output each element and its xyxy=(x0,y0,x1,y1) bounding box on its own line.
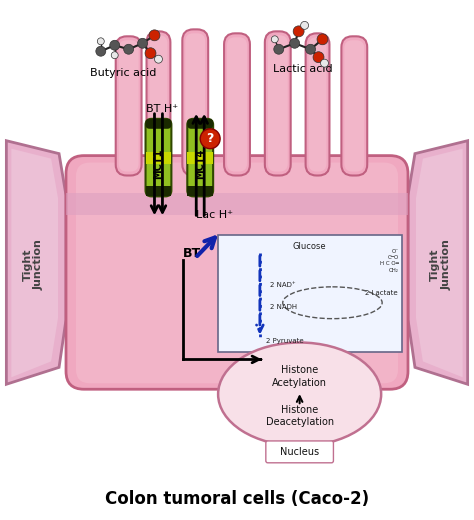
FancyBboxPatch shape xyxy=(149,35,167,172)
Text: BT: BT xyxy=(183,246,201,259)
FancyBboxPatch shape xyxy=(268,35,288,172)
Bar xyxy=(187,152,213,164)
FancyBboxPatch shape xyxy=(146,119,172,129)
Circle shape xyxy=(149,30,160,41)
FancyBboxPatch shape xyxy=(146,31,170,175)
Text: Colon tumoral cells (Caco-2): Colon tumoral cells (Caco-2) xyxy=(105,490,369,508)
Polygon shape xyxy=(11,149,58,378)
Circle shape xyxy=(274,44,284,54)
FancyBboxPatch shape xyxy=(306,33,329,175)
FancyBboxPatch shape xyxy=(224,33,250,175)
Text: BT H⁺: BT H⁺ xyxy=(146,104,179,114)
FancyBboxPatch shape xyxy=(187,119,213,197)
Text: Butyric acid: Butyric acid xyxy=(91,68,157,78)
Circle shape xyxy=(306,44,316,54)
Text: MCT1: MCT1 xyxy=(154,148,164,179)
Text: Histone
Deacetylation: Histone Deacetylation xyxy=(265,405,334,427)
FancyBboxPatch shape xyxy=(345,40,364,172)
Polygon shape xyxy=(6,141,66,384)
FancyBboxPatch shape xyxy=(116,36,142,175)
Text: Lac H⁺: Lac H⁺ xyxy=(196,210,233,220)
Text: 2 NADH: 2 NADH xyxy=(270,304,297,310)
Bar xyxy=(187,187,213,197)
Text: O⁻
C─O
H C O═
CH₂: O⁻ C─O H C O═ CH₂ xyxy=(380,249,399,272)
Text: 2 Pyruvate: 2 Pyruvate xyxy=(266,337,303,344)
FancyBboxPatch shape xyxy=(118,40,138,172)
FancyBboxPatch shape xyxy=(341,36,367,175)
Circle shape xyxy=(97,38,104,45)
Text: Lactic acid: Lactic acid xyxy=(273,64,332,74)
Circle shape xyxy=(155,55,163,63)
Circle shape xyxy=(301,21,309,29)
Polygon shape xyxy=(416,149,463,378)
FancyBboxPatch shape xyxy=(76,163,398,383)
Bar xyxy=(66,193,408,215)
FancyBboxPatch shape xyxy=(265,31,291,175)
FancyBboxPatch shape xyxy=(266,441,333,463)
Text: 2 Lactate: 2 Lactate xyxy=(365,290,398,296)
Circle shape xyxy=(110,40,120,50)
FancyBboxPatch shape xyxy=(227,37,247,172)
Circle shape xyxy=(124,44,134,54)
FancyBboxPatch shape xyxy=(182,29,208,175)
Circle shape xyxy=(290,38,300,48)
Text: MCT4: MCT4 xyxy=(195,148,205,179)
Text: Glucose: Glucose xyxy=(293,242,327,251)
FancyBboxPatch shape xyxy=(146,119,172,197)
Circle shape xyxy=(200,129,220,149)
FancyBboxPatch shape xyxy=(218,235,402,353)
Polygon shape xyxy=(408,141,468,384)
Text: Tight
Junction: Tight Junction xyxy=(22,240,44,290)
Ellipse shape xyxy=(218,343,381,446)
Circle shape xyxy=(96,46,106,56)
Circle shape xyxy=(317,34,328,45)
Text: Histone
Acetylation: Histone Acetylation xyxy=(272,365,327,387)
FancyBboxPatch shape xyxy=(187,119,213,129)
FancyBboxPatch shape xyxy=(309,37,327,172)
FancyBboxPatch shape xyxy=(185,33,205,172)
Text: ?: ? xyxy=(207,132,214,145)
Circle shape xyxy=(111,51,118,59)
Circle shape xyxy=(145,48,156,59)
Circle shape xyxy=(137,38,147,48)
Circle shape xyxy=(293,26,304,37)
Text: 2 NAD⁺: 2 NAD⁺ xyxy=(270,282,295,288)
FancyBboxPatch shape xyxy=(66,155,408,389)
Circle shape xyxy=(320,59,328,67)
Text: Nucleus: Nucleus xyxy=(280,447,319,457)
Bar xyxy=(146,187,172,197)
Circle shape xyxy=(313,51,324,63)
Bar xyxy=(146,152,172,164)
Text: Tight
Junction: Tight Junction xyxy=(430,240,452,290)
Circle shape xyxy=(271,36,278,43)
